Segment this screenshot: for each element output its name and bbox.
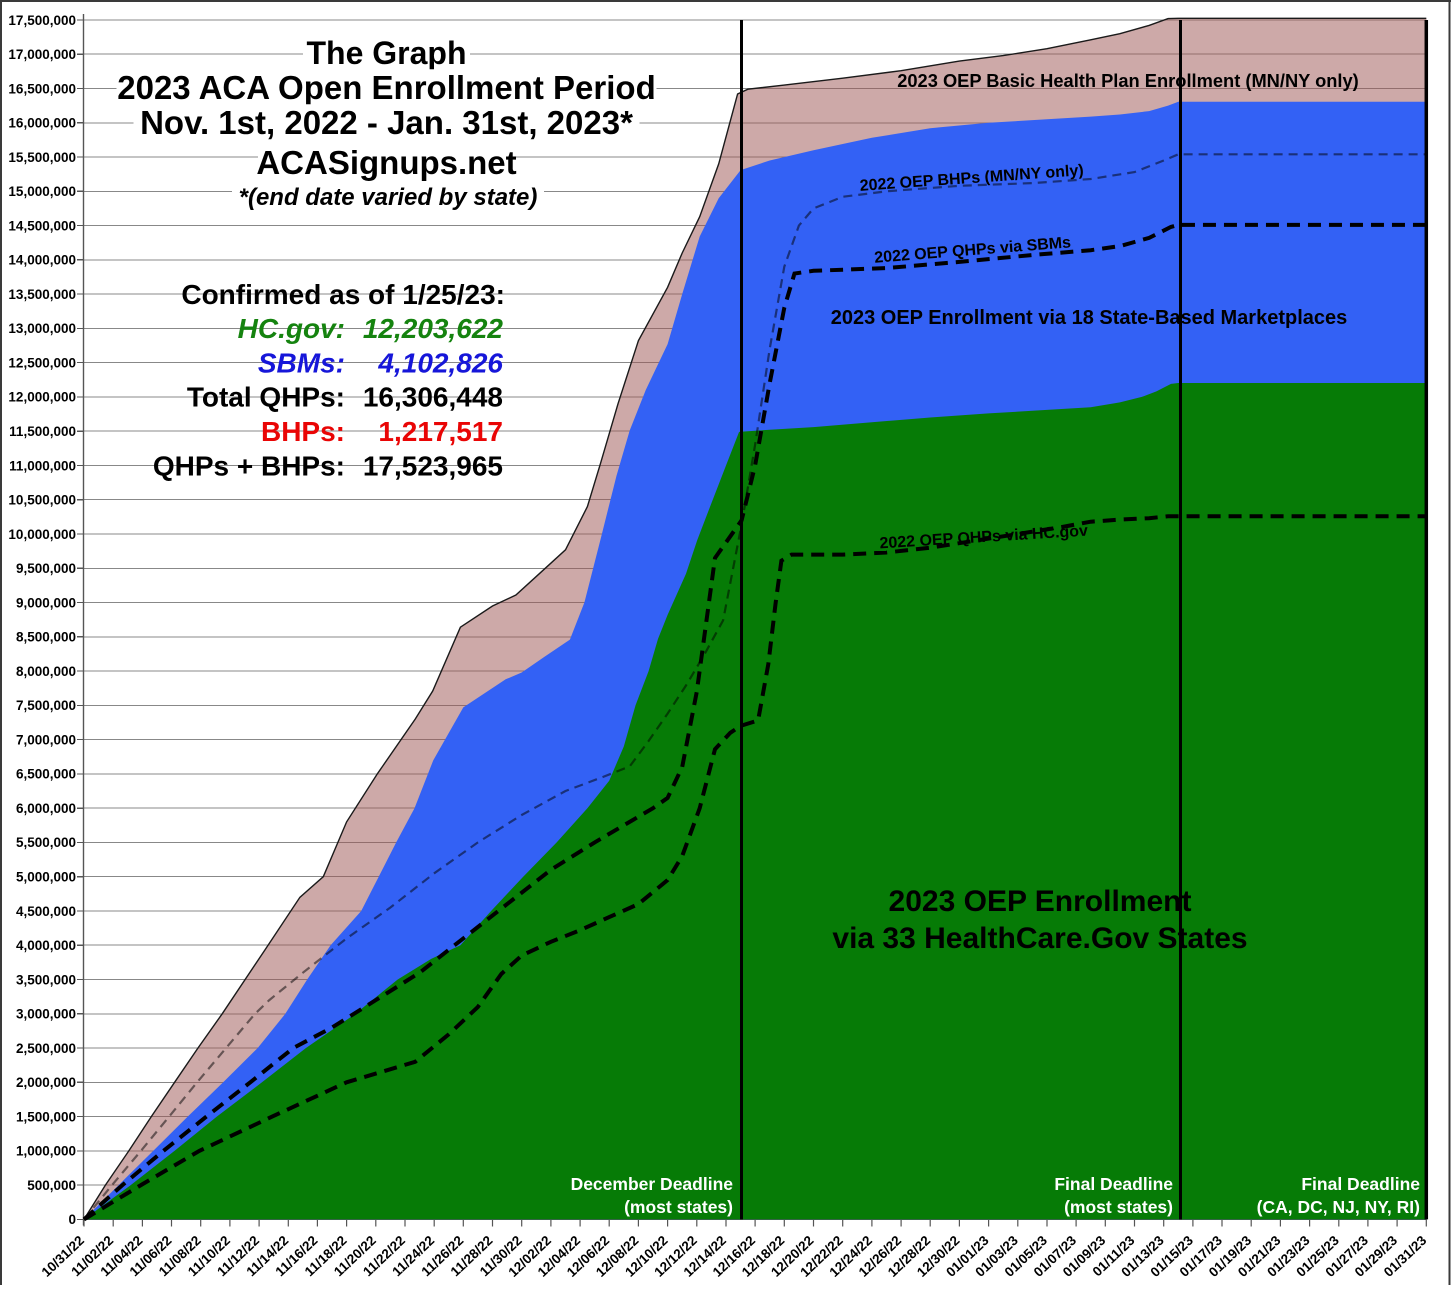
svg-text:2,000,000: 2,000,000 [16,1075,76,1090]
svg-text:16,500,000: 16,500,000 [8,81,76,96]
svg-text:6,500,000: 6,500,000 [16,767,76,782]
svg-text:BHPs:: BHPs: [261,416,345,447]
svg-text:1,500,000: 1,500,000 [16,1109,76,1124]
svg-text:8,000,000: 8,000,000 [16,664,76,679]
svg-text:8,500,000: 8,500,000 [16,630,76,645]
svg-text:6,000,000: 6,000,000 [16,801,76,816]
svg-text:3,500,000: 3,500,000 [16,972,76,987]
svg-text:4,102,826: 4,102,826 [377,348,503,379]
svg-text:15,500,000: 15,500,000 [8,150,76,165]
svg-text:December Deadline: December Deadline [571,1174,734,1194]
svg-text:5,500,000: 5,500,000 [16,835,76,850]
svg-text:13,000,000: 13,000,000 [8,321,76,336]
svg-text:12,500,000: 12,500,000 [8,355,76,370]
svg-text:3,000,000: 3,000,000 [16,1007,76,1022]
svg-text:1,000,000: 1,000,000 [16,1144,76,1159]
svg-text:ACASignups.net: ACASignups.net [256,144,516,181]
svg-text:11,500,000: 11,500,000 [9,424,76,439]
svg-text:(most states): (most states) [624,1197,733,1217]
svg-text:4,000,000: 4,000,000 [16,938,76,953]
svg-text:Confirmed as of 1/25/23:: Confirmed as of 1/25/23: [181,279,505,310]
svg-text:SBMs:: SBMs: [258,348,345,379]
svg-text:Final Deadline: Final Deadline [1301,1174,1420,1194]
svg-text:*(end date varied by state): *(end date varied by state) [239,184,538,211]
svg-text:13,500,000: 13,500,000 [8,287,76,302]
svg-text:12,203,622: 12,203,622 [363,313,504,344]
svg-text:Total QHPs:: Total QHPs: [187,382,345,413]
svg-text:10,000,000: 10,000,000 [8,527,76,542]
svg-text:QHPs + BHPs:: QHPs + BHPs: [153,450,345,481]
svg-text:2023 OEP Basic Health Plan Enr: 2023 OEP Basic Health Plan Enrollment (M… [897,70,1359,91]
svg-text:9,000,000: 9,000,000 [16,595,76,610]
svg-text:Nov. 1st, 2022 - Jan. 31st, 20: Nov. 1st, 2022 - Jan. 31st, 2023* [140,104,633,141]
svg-text:via 33 HealthCare.Gov States: via 33 HealthCare.Gov States [832,922,1247,955]
svg-text:5,000,000: 5,000,000 [16,870,76,885]
svg-text:2023 OEP Enrollment: 2023 OEP Enrollment [889,885,1192,918]
svg-text:(most states): (most states) [1064,1197,1173,1217]
svg-text:2023 OEP Enrollment via 18 Sta: 2023 OEP Enrollment via 18 State-Based M… [831,307,1348,329]
svg-text:17,500,000: 17,500,000 [8,13,76,28]
svg-text:17,523,965: 17,523,965 [363,450,503,481]
svg-text:500,000: 500,000 [27,1178,76,1193]
svg-text:11,000,000: 11,000,000 [9,458,76,473]
svg-text:4,500,000: 4,500,000 [16,904,76,919]
svg-text:7,500,000: 7,500,000 [16,698,76,713]
svg-text:17,000,000: 17,000,000 [8,47,76,62]
svg-text:(CA, DC, NJ, NY, RI): (CA, DC, NJ, NY, RI) [1257,1197,1420,1217]
svg-text:0: 0 [68,1212,76,1227]
svg-text:2023 ACA Open Enrollment Perio: 2023 ACA Open Enrollment Period [117,69,656,106]
svg-text:16,306,448: 16,306,448 [363,382,503,413]
svg-text:14,000,000: 14,000,000 [8,253,76,268]
svg-text:The Graph: The Graph [306,35,466,71]
svg-text:10,500,000: 10,500,000 [8,493,76,508]
svg-text:HC.gov:: HC.gov: [238,313,345,344]
svg-text:12,000,000: 12,000,000 [8,390,76,405]
svg-text:1,217,517: 1,217,517 [378,416,503,447]
svg-text:14,500,000: 14,500,000 [8,218,76,233]
svg-text:7,000,000: 7,000,000 [16,732,76,747]
svg-text:16,000,000: 16,000,000 [8,116,76,131]
svg-text:9,500,000: 9,500,000 [16,561,76,576]
svg-text:Final Deadline: Final Deadline [1054,1174,1173,1194]
svg-text:2,500,000: 2,500,000 [16,1041,76,1056]
svg-text:15,000,000: 15,000,000 [8,184,76,199]
